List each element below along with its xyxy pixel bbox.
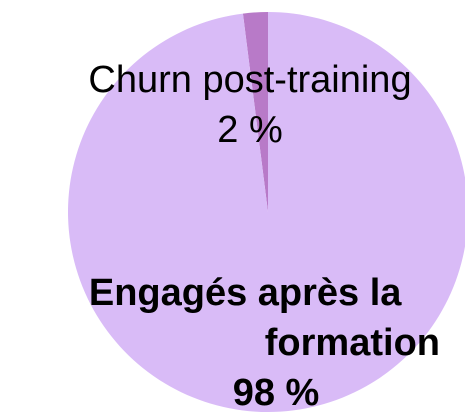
- slice-value-label: 2 %: [217, 109, 282, 151]
- slice-value-label: 98 %: [233, 372, 320, 414]
- pie-slice: [242, 12, 268, 212]
- slice-label: Churn post-training: [88, 59, 411, 101]
- pie-slice: [68, 12, 465, 412]
- slice-label: Engagés après la formation: [89, 272, 440, 364]
